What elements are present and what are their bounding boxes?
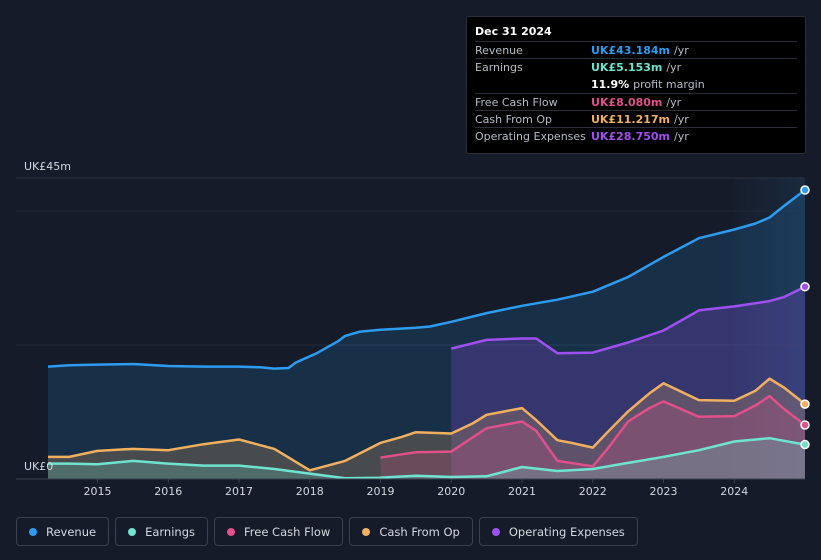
x-tick-label: 2018 <box>296 485 324 498</box>
legend-label: Operating Expenses <box>508 524 625 539</box>
legend-dot-icon <box>362 527 371 536</box>
operating-expenses-line <box>451 285 806 355</box>
cash-from-op-endpoint <box>800 399 810 409</box>
tooltip-value: UK£28.750m <box>591 130 671 144</box>
x-tick-label: 2016 <box>154 485 182 498</box>
legend-dot-icon <box>491 527 500 536</box>
tooltip-label: Cash From Op <box>475 113 553 127</box>
legend-item-earnings[interactable]: Earnings <box>115 517 208 546</box>
legend-label: Earnings <box>145 524 195 539</box>
data-tooltip: Dec 31 2024 Revenue UK£43.184m /yr Earni… <box>466 16 806 154</box>
chart-legend: Revenue Earnings Free Cash Flow Cash Fro… <box>16 517 638 546</box>
series-lines <box>47 189 806 480</box>
tooltip-row-operating-expenses: Operating Expenses UK£28.750m /yr <box>475 127 797 144</box>
x-tick-label: 2024 <box>720 485 748 498</box>
tooltip-unit: /yr <box>674 113 689 127</box>
tooltip-row-earnings: Earnings UK£5.153m /yr <box>475 58 797 75</box>
legend-item-cash-from-op[interactable]: Cash From Op <box>349 517 473 546</box>
earnings-area <box>48 438 805 479</box>
tooltip-unit: /yr <box>666 95 682 109</box>
series-areas <box>48 190 805 479</box>
x-tick-label: 2017 <box>225 485 253 498</box>
legend-item-revenue[interactable]: Revenue <box>16 517 110 546</box>
earnings-endpoint <box>800 439 810 450</box>
legend-label: Revenue <box>46 524 97 539</box>
legend-label: Cash From Op <box>379 524 460 539</box>
y-axis-bottom-label: UK£0 <box>24 460 53 473</box>
legend-dot-icon <box>128 527 137 536</box>
operating-expenses-endpoint <box>800 281 810 292</box>
x-axis-ticks: 2015 2016 2017 2018 2019 2020 2021 2022 2023 2024 <box>84 479 748 498</box>
tooltip-value: UK£5.153m <box>591 61 663 75</box>
tooltip-label: Operating Expenses <box>475 130 586 144</box>
tooltip-row-cash-from-op: Cash From Op UK£11.217m /yr <box>475 110 797 127</box>
x-tick-label: 2019 <box>367 485 395 498</box>
tooltip-label: Revenue <box>475 44 523 57</box>
tooltip-unit: /yr <box>666 61 682 75</box>
revenue-line <box>47 189 806 370</box>
legend-label: Free Cash Flow <box>244 524 331 539</box>
tooltip-row-profit-margin: 11.9% profit margin <box>475 76 797 93</box>
free-cash-flow-line <box>380 394 806 468</box>
cash-from-op-area <box>48 378 805 479</box>
tooltip-value: 11.9% <box>591 77 630 91</box>
tooltip-row-revenue: Revenue UK£43.184m /yr <box>475 41 797 58</box>
legend-dot-icon <box>227 527 235 536</box>
x-tick-label: 2023 <box>650 485 678 498</box>
y-axis-top-label: UK£45m <box>24 160 71 173</box>
cash-from-op-line <box>48 377 806 472</box>
tooltip-value: UK£11.217m <box>591 113 671 127</box>
legend-item-free-cash-flow[interactable]: Free Cash Flow <box>214 517 344 546</box>
legend-item-operating-expenses[interactable]: Operating Expenses <box>478 517 638 546</box>
tooltip-label: Free Cash Flow <box>475 95 558 109</box>
tooltip-label <box>475 76 591 93</box>
operating-expenses-area <box>451 286 805 479</box>
tooltip-unit: /yr <box>674 44 689 57</box>
x-tick-label: 2015 <box>84 485 112 498</box>
revenue-area <box>48 190 805 479</box>
tooltip-value: UK£8.080m <box>591 95 663 109</box>
x-tick-label: 2021 <box>508 485 536 498</box>
forecast-region <box>734 178 805 479</box>
tooltip-value: UK£43.184m <box>591 44 671 57</box>
tooltip-row-free-cash-flow: Free Cash Flow UK£8.080m /yr <box>475 92 797 110</box>
free-cash-flow-endpoint <box>800 420 810 430</box>
x-tick-label: 2020 <box>437 485 465 498</box>
tooltip-date: Dec 31 2024 <box>475 25 552 38</box>
tooltip-unit: profit margin <box>633 77 705 91</box>
tooltip-unit: /yr <box>674 130 689 144</box>
legend-dot-icon <box>29 527 37 536</box>
earnings-line <box>48 436 806 480</box>
tooltip-label: Earnings <box>475 61 523 75</box>
x-tick-label: 2022 <box>579 485 607 498</box>
series-endpoints <box>800 185 810 450</box>
revenue-endpoint <box>800 185 810 195</box>
